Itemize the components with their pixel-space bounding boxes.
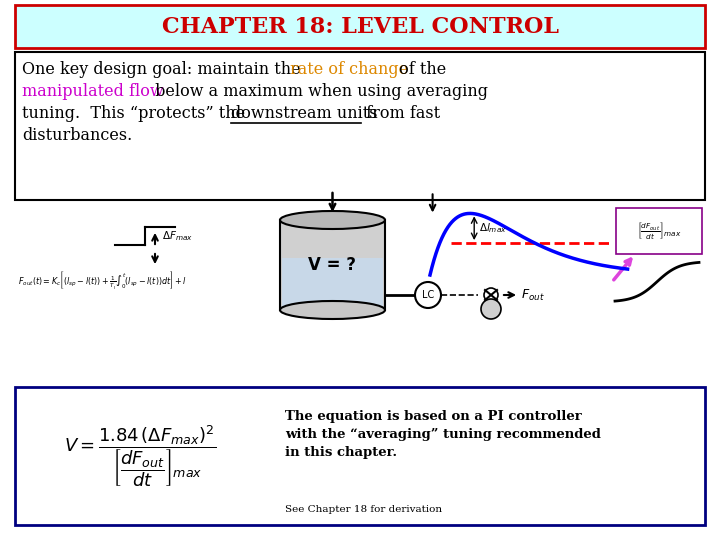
Text: below a maximum when using averaging: below a maximum when using averaging [150, 83, 488, 100]
Text: manipulated flow: manipulated flow [22, 83, 163, 100]
Text: LC: LC [422, 290, 434, 300]
Text: CHAPTER 18: LEVEL CONTROL: CHAPTER 18: LEVEL CONTROL [161, 16, 559, 38]
Text: $F_{out}(t) = K_c\left[(l_{sp}-l(t))+\frac{1}{T_I}\int_0^t(l_{sp}-l(t))dt\right]: $F_{out}(t) = K_c\left[(l_{sp}-l(t))+\fr… [18, 269, 187, 291]
Text: The equation is based on a PI controller: The equation is based on a PI controller [285, 410, 582, 423]
Text: See Chapter 18 for derivation: See Chapter 18 for derivation [285, 505, 442, 514]
FancyBboxPatch shape [15, 5, 705, 48]
Text: rate of change: rate of change [290, 61, 408, 78]
Text: $\Delta F_{max}$: $\Delta F_{max}$ [162, 229, 193, 243]
Text: $\left[\frac{dF_{out}}{dt}\right]_{max}$: $\left[\frac{dF_{out}}{dt}\right]_{max}$ [636, 220, 681, 241]
Text: tuning.  This “protects” the: tuning. This “protects” the [22, 105, 251, 122]
Text: $V = \dfrac{1.84\,(\Delta F_{max})^2}{\left[\dfrac{dF_{out}}{dt}\right]_{max}}$: $V = \dfrac{1.84\,(\Delta F_{max})^2}{\l… [64, 423, 216, 489]
Text: from fast: from fast [361, 105, 440, 122]
Circle shape [484, 288, 498, 302]
Text: of the: of the [394, 61, 446, 78]
Text: downstream units: downstream units [231, 105, 377, 122]
Ellipse shape [280, 301, 385, 319]
FancyBboxPatch shape [15, 52, 705, 200]
Circle shape [481, 299, 501, 319]
Text: $\Delta l_{max}$: $\Delta l_{max}$ [480, 221, 507, 235]
Text: V = ?: V = ? [308, 256, 356, 274]
Bar [282, 258, 383, 308]
Text: with the “averaging” tuning recommended: with the “averaging” tuning recommended [285, 428, 601, 441]
FancyBboxPatch shape [15, 387, 705, 525]
Text: disturbances.: disturbances. [22, 127, 132, 144]
Circle shape [415, 282, 441, 308]
Ellipse shape [280, 211, 385, 229]
Bar [280, 220, 385, 310]
Text: in this chapter.: in this chapter. [285, 446, 397, 459]
Text: $F_{out}$: $F_{out}$ [521, 287, 545, 302]
FancyBboxPatch shape [616, 208, 702, 254]
Text: One key design goal: maintain the: One key design goal: maintain the [22, 61, 306, 78]
